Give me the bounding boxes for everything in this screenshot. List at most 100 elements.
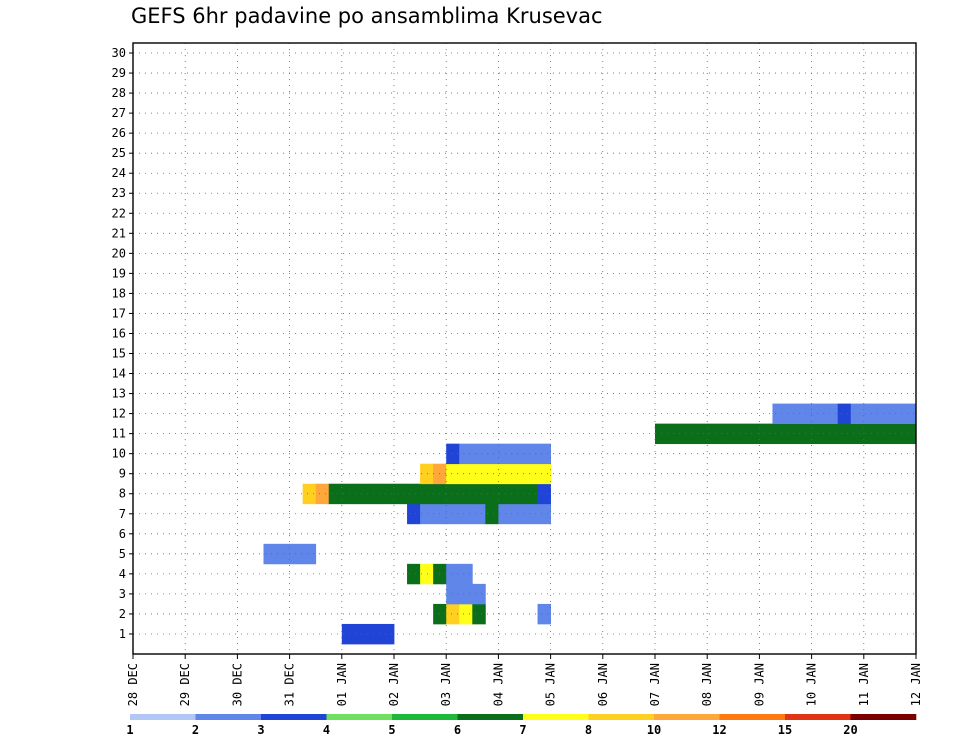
heatmap-cell — [785, 423, 799, 445]
heatmap-cell — [407, 563, 421, 585]
heatmap-cell — [511, 503, 525, 525]
colorbar-label: 15 — [778, 723, 792, 737]
heatmap-cell — [785, 403, 799, 425]
y-tick-label: 22 — [112, 206, 126, 220]
heatmap-cells — [263, 403, 917, 645]
y-tick-label: 9 — [119, 467, 126, 481]
heatmap-cell — [472, 483, 486, 505]
colorbar-label: 12 — [712, 723, 726, 737]
colorbar-label: 3 — [257, 723, 264, 737]
colorbar-swatch — [130, 714, 196, 720]
heatmap-cell — [485, 483, 499, 505]
heatmap-cell — [850, 403, 865, 425]
heatmap-cell — [472, 503, 486, 525]
heatmap-cell — [446, 483, 460, 505]
heatmap-cell — [733, 423, 747, 445]
heatmap-cell — [472, 443, 486, 465]
heatmap-cell — [537, 503, 551, 525]
x-tick-label: 11 JAN — [857, 663, 871, 706]
grid-lines — [133, 43, 916, 654]
heatmap-cell — [446, 563, 460, 585]
colorbar-label: 4 — [323, 723, 330, 737]
heatmap-cell — [341, 483, 356, 505]
x-tick-label: 05 JAN — [544, 663, 558, 706]
y-tick-label: 27 — [112, 106, 126, 120]
heatmap-cell — [367, 483, 382, 505]
heatmap-cell — [537, 443, 551, 465]
heatmap-cell — [902, 403, 917, 425]
y-tick-label: 3 — [119, 587, 126, 601]
heatmap-cell — [811, 403, 826, 425]
x-tick-label: 01 JAN — [335, 663, 349, 706]
heatmap-cell — [420, 483, 434, 505]
heatmap-cell — [707, 423, 721, 445]
y-tick-label: 23 — [112, 186, 126, 200]
heatmap-cell — [850, 423, 865, 445]
heatmap-cell — [524, 463, 538, 485]
y-tick-label: 18 — [112, 286, 126, 300]
x-tick-label: 06 JAN — [596, 663, 610, 706]
colorbar-label: 20 — [843, 723, 857, 737]
y-tick-label: 19 — [112, 266, 126, 280]
colorbar-swatch — [850, 714, 917, 720]
y-tick-label: 24 — [112, 166, 126, 180]
heatmap-cell — [746, 423, 760, 445]
colorbar-swatch — [654, 714, 720, 720]
x-tick-label: 28 DEC — [126, 663, 140, 706]
heatmap-cell — [302, 483, 317, 505]
heatmap-cell — [289, 543, 304, 565]
heatmap-cell — [459, 603, 473, 625]
heatmap-cell — [446, 583, 460, 605]
heatmap-cell — [446, 463, 460, 485]
y-tick-label: 12 — [112, 407, 126, 421]
x-tick-label: 03 JAN — [439, 663, 453, 706]
colorbar-label: 7 — [519, 723, 526, 737]
y-tick-label: 2 — [119, 607, 126, 621]
y-tick-label: 1 — [119, 627, 126, 641]
plot-frame — [132, 42, 917, 655]
colorbar-swatch — [719, 714, 786, 720]
heatmap-cell — [420, 563, 434, 585]
heatmap-cell — [407, 503, 421, 525]
y-tick-label: 10 — [112, 447, 126, 461]
heatmap-cell — [328, 483, 343, 505]
heatmap-cell — [837, 423, 852, 445]
heatmap-cell — [811, 423, 826, 445]
y-tick-label: 29 — [112, 66, 126, 80]
heatmap-cell — [472, 603, 486, 625]
heatmap-cell — [485, 443, 499, 465]
y-tick-label: 5 — [119, 547, 126, 561]
y-tick-label: 20 — [112, 246, 126, 260]
colorbar-swatch — [392, 714, 458, 720]
heatmap-cell — [459, 463, 473, 485]
heatmap-cell — [511, 443, 525, 465]
y-tick-label: 15 — [112, 347, 126, 361]
x-tick-label: 10 JAN — [805, 663, 819, 706]
heatmap-cell — [863, 423, 878, 445]
heatmap-cell — [524, 483, 538, 505]
colorbar-legend: 1 2 3 4 5 6 7 8 10 12 15 20 — [126, 714, 917, 737]
heatmap-cell — [863, 403, 878, 425]
y-tick-label: 8 — [119, 487, 126, 501]
heatmap-cell — [485, 463, 499, 485]
heatmap-cell — [720, 423, 734, 445]
colorbar-swatch — [195, 714, 262, 720]
heatmap-cell — [824, 403, 839, 425]
heatmap-cell — [537, 603, 551, 625]
colorbar-label: 8 — [585, 723, 592, 737]
chart-title: GEFS 6hr padavine po ansamblima Krusevac — [131, 4, 603, 28]
colorbar-label: 1 — [126, 723, 133, 737]
y-tick-label: 17 — [112, 306, 126, 320]
heatmap-cell — [772, 403, 786, 425]
heatmap-cell — [459, 563, 473, 585]
heatmap-cell — [446, 603, 460, 625]
heatmap-cell — [537, 463, 551, 485]
y-tick-label: 7 — [119, 507, 126, 521]
heatmap-cell — [446, 443, 460, 465]
heatmap-cell — [472, 463, 486, 485]
colorbar-label: 5 — [388, 723, 395, 737]
x-tick-label: 30 DEC — [230, 663, 244, 706]
heatmap-cell — [759, 423, 773, 445]
y-tick-label: 26 — [112, 126, 126, 140]
